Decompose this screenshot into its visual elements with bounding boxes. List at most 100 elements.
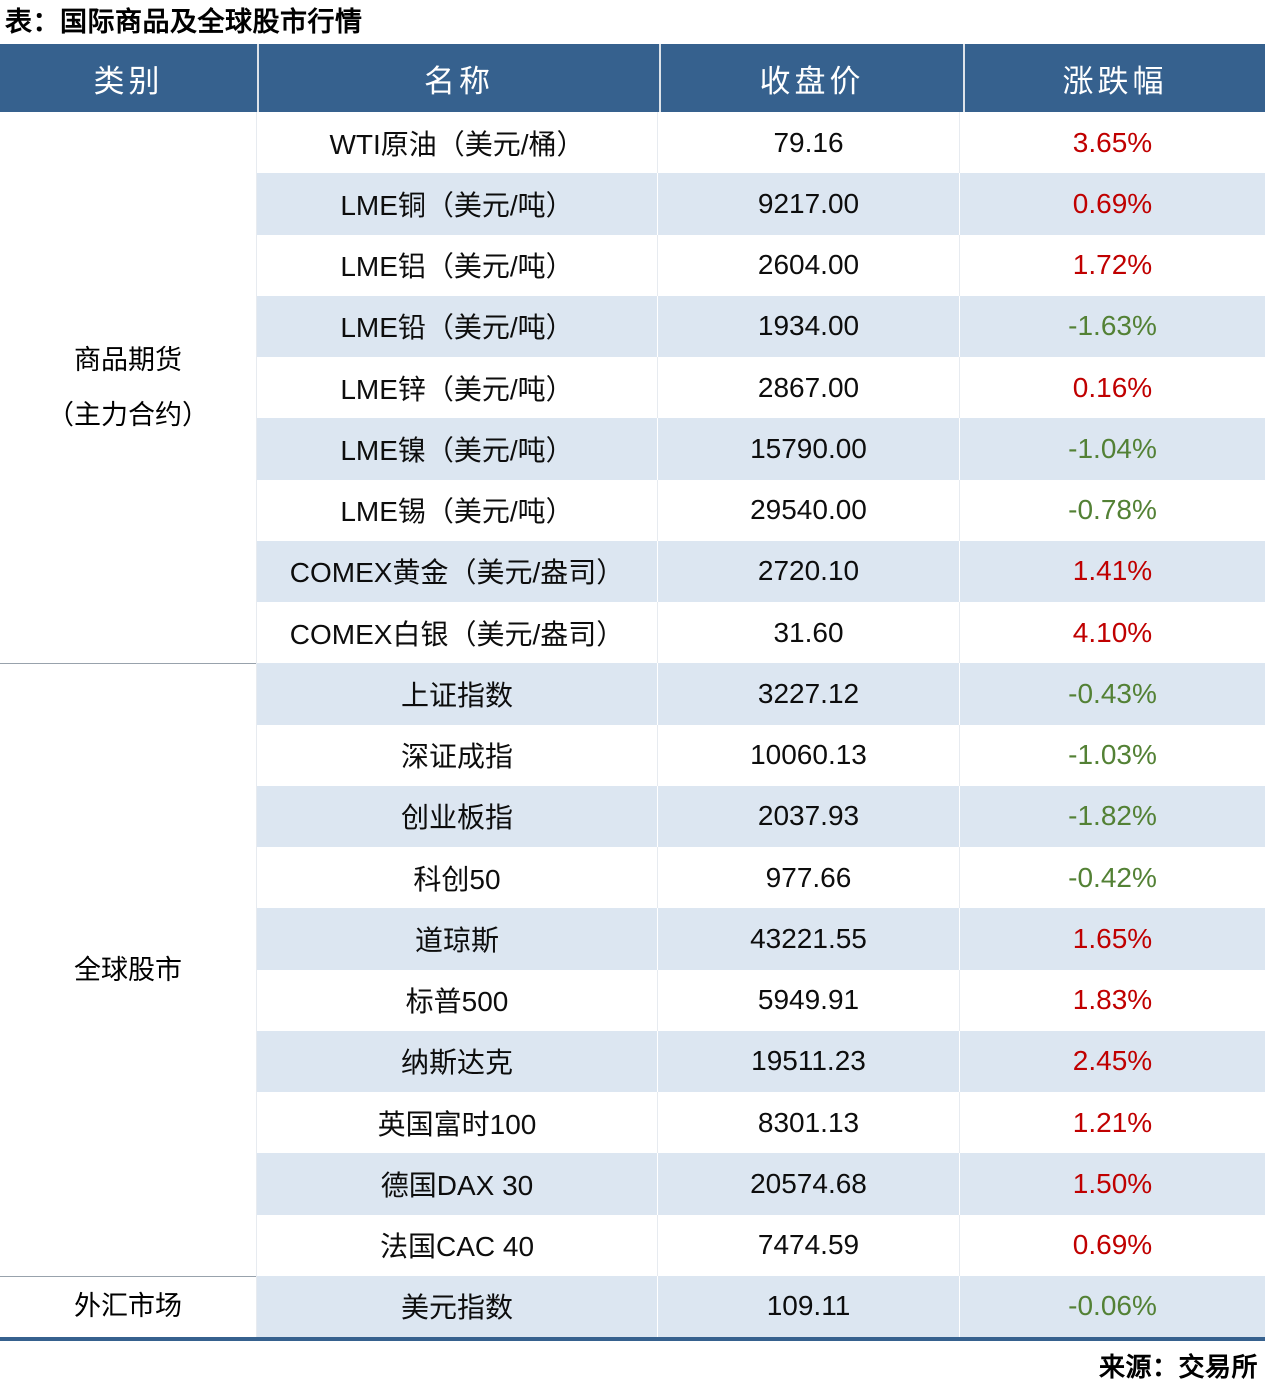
close-cell: 20574.68	[657, 1153, 959, 1215]
table-row: COMEX黄金（美元/盎司） 2720.10 1.41%	[257, 540, 1265, 602]
table-row: 纳斯达克 19511.23 2.45%	[257, 1030, 1265, 1092]
name-cell: LME镍（美元/吨）	[340, 434, 574, 466]
change-cell: -1.82%	[959, 785, 1265, 847]
name-cell: 法国CAC 40	[379, 1231, 535, 1263]
change-cell: 1.41%	[959, 540, 1265, 602]
name-cell: 道琼斯	[414, 924, 499, 956]
table-bottom-border	[0, 1337, 1265, 1341]
name-cell: LME铅（美元/吨）	[340, 312, 574, 344]
header-close: 收盘价	[659, 44, 963, 112]
change-cell: -0.43%	[959, 663, 1265, 725]
name-cell: COMEX白银（美元/盎司）	[289, 618, 625, 650]
category-line: 外汇市场	[74, 1291, 182, 1322]
table-row: 深证成指 10060.13 -1.03%	[257, 724, 1265, 786]
name-cell: 美元指数	[400, 1292, 513, 1324]
table-row: LME铅（美元/吨） 1934.00 -1.63%	[257, 295, 1265, 357]
category-column: 商品期货 （主力合约） 全球股市外汇市场	[0, 112, 257, 1337]
table-row: 法国CAC 40 7474.59 0.69%	[257, 1214, 1265, 1276]
change-cell: -0.78%	[959, 479, 1265, 541]
close-cell: 109.11	[657, 1275, 959, 1337]
change-cell: -0.42%	[959, 847, 1265, 909]
data-rows: WTI原油（美元/桶） 79.16 3.65% LME铜（美元/吨） 9217.00 0.…	[257, 112, 1265, 1337]
change-cell: -1.03%	[959, 724, 1265, 786]
close-cell: 15790.00	[657, 418, 959, 480]
table-row: LME锌（美元/吨） 2867.00 0.16%	[257, 357, 1265, 419]
name-cell: 科创50	[413, 863, 501, 895]
category-cell: 全球股市	[0, 663, 256, 1276]
name-cell: WTI原油（美元/桶）	[329, 128, 585, 160]
table-row: 英国富时100 8301.13 1.21%	[257, 1092, 1265, 1154]
close-cell: 43221.55	[657, 908, 959, 970]
change-cell: 1.65%	[959, 908, 1265, 970]
name-cell: LME铝（美元/吨）	[340, 251, 574, 283]
page-title: 表：国际商品及全球股市行情	[5, 7, 363, 37]
table-header-row: 类别 名称 收盘价 涨跌幅	[0, 44, 1265, 112]
close-cell: 19511.23	[657, 1030, 959, 1092]
change-cell: 0.69%	[959, 1214, 1265, 1276]
source-label: 来源：交易所	[1098, 1352, 1258, 1382]
category-line: 全球股市	[74, 954, 182, 985]
close-cell: 9217.00	[657, 173, 959, 235]
table-row: 创业板指 2037.93 -1.82%	[257, 785, 1265, 847]
close-cell: 79.16	[657, 112, 959, 174]
market-table: 类别 名称 收盘价 涨跌幅 商品期货 （主力合约） 全球股市外汇市场 WTI原油（美…	[0, 44, 1265, 1341]
name-cell: COMEX黄金（美元/盎司）	[289, 557, 625, 589]
table-row: LME铝（美元/吨） 2604.00 1.72%	[257, 234, 1265, 296]
name-cell: LME铜（美元/吨）	[340, 189, 574, 221]
change-cell: -0.06%	[959, 1275, 1265, 1337]
table-row: LME铜（美元/吨） 9217.00 0.69%	[257, 173, 1265, 235]
change-cell: 3.65%	[959, 112, 1265, 174]
change-cell: -1.04%	[959, 418, 1265, 480]
name-cell: 纳斯达克	[400, 1047, 513, 1079]
table-body: 商品期货 （主力合约） 全球股市外汇市场 WTI原油（美元/桶） 79.16 3.65%…	[0, 112, 1265, 1337]
close-cell: 8301.13	[657, 1092, 959, 1154]
table-row: WTI原油（美元/桶） 79.16 3.65%	[257, 112, 1265, 174]
change-cell: 1.83%	[959, 969, 1265, 1031]
change-cell: 1.50%	[959, 1153, 1265, 1215]
category-line: 商品期货	[74, 344, 182, 375]
name-cell: 深证成指	[400, 741, 513, 773]
category-cell: 外汇市场	[0, 1275, 256, 1337]
close-cell: 2037.93	[657, 785, 959, 847]
close-cell: 5949.91	[657, 969, 959, 1031]
close-cell: 29540.00	[657, 479, 959, 541]
change-cell: -1.63%	[959, 295, 1265, 357]
close-cell: 1934.00	[657, 295, 959, 357]
table-row: LME镍（美元/吨） 15790.00 -1.04%	[257, 418, 1265, 480]
close-cell: 2604.00	[657, 234, 959, 296]
table-row: COMEX白银（美元/盎司） 31.60 4.10%	[257, 602, 1265, 664]
name-cell: LME锌（美元/吨）	[340, 373, 574, 405]
name-cell: 创业板指	[400, 802, 513, 834]
table-row: 科创50 977.66 -0.42%	[257, 847, 1265, 909]
name-cell: 英国富时100	[377, 1108, 537, 1140]
name-cell: 标普500	[405, 986, 509, 1018]
table-row: 上证指数 3227.12 -0.43%	[257, 663, 1265, 725]
close-cell: 10060.13	[657, 724, 959, 786]
table-row: LME锡（美元/吨） 29540.00 -0.78%	[257, 479, 1265, 541]
change-cell: 4.10%	[959, 602, 1265, 664]
close-cell: 3227.12	[657, 663, 959, 725]
table-row: 道琼斯 43221.55 1.65%	[257, 908, 1265, 970]
close-cell: 7474.59	[657, 1214, 959, 1276]
category-cell: 商品期货 （主力合约）	[0, 112, 256, 663]
close-cell: 977.66	[657, 847, 959, 909]
table-row: 标普500 5949.91 1.83%	[257, 969, 1265, 1031]
name-cell: LME锡（美元/吨）	[340, 496, 574, 528]
table-row: 德国DAX 30 20574.68 1.50%	[257, 1153, 1265, 1215]
table-row: 美元指数 109.11 -0.06%	[257, 1275, 1265, 1337]
change-cell: 1.21%	[959, 1092, 1265, 1154]
header-category: 类别	[93, 63, 164, 99]
name-cell: 上证指数	[400, 679, 513, 711]
header-change: 涨跌幅	[963, 44, 1265, 112]
change-cell: 0.69%	[959, 173, 1265, 235]
header-name: 名称	[257, 44, 659, 112]
category-line: （主力合约）	[47, 399, 209, 430]
close-cell: 2867.00	[657, 357, 959, 419]
change-cell: 2.45%	[959, 1030, 1265, 1092]
change-cell: 0.16%	[959, 357, 1265, 419]
close-cell: 2720.10	[657, 540, 959, 602]
change-cell: 1.72%	[959, 234, 1265, 296]
close-cell: 31.60	[657, 602, 959, 664]
name-cell: 德国DAX 30	[380, 1169, 534, 1201]
